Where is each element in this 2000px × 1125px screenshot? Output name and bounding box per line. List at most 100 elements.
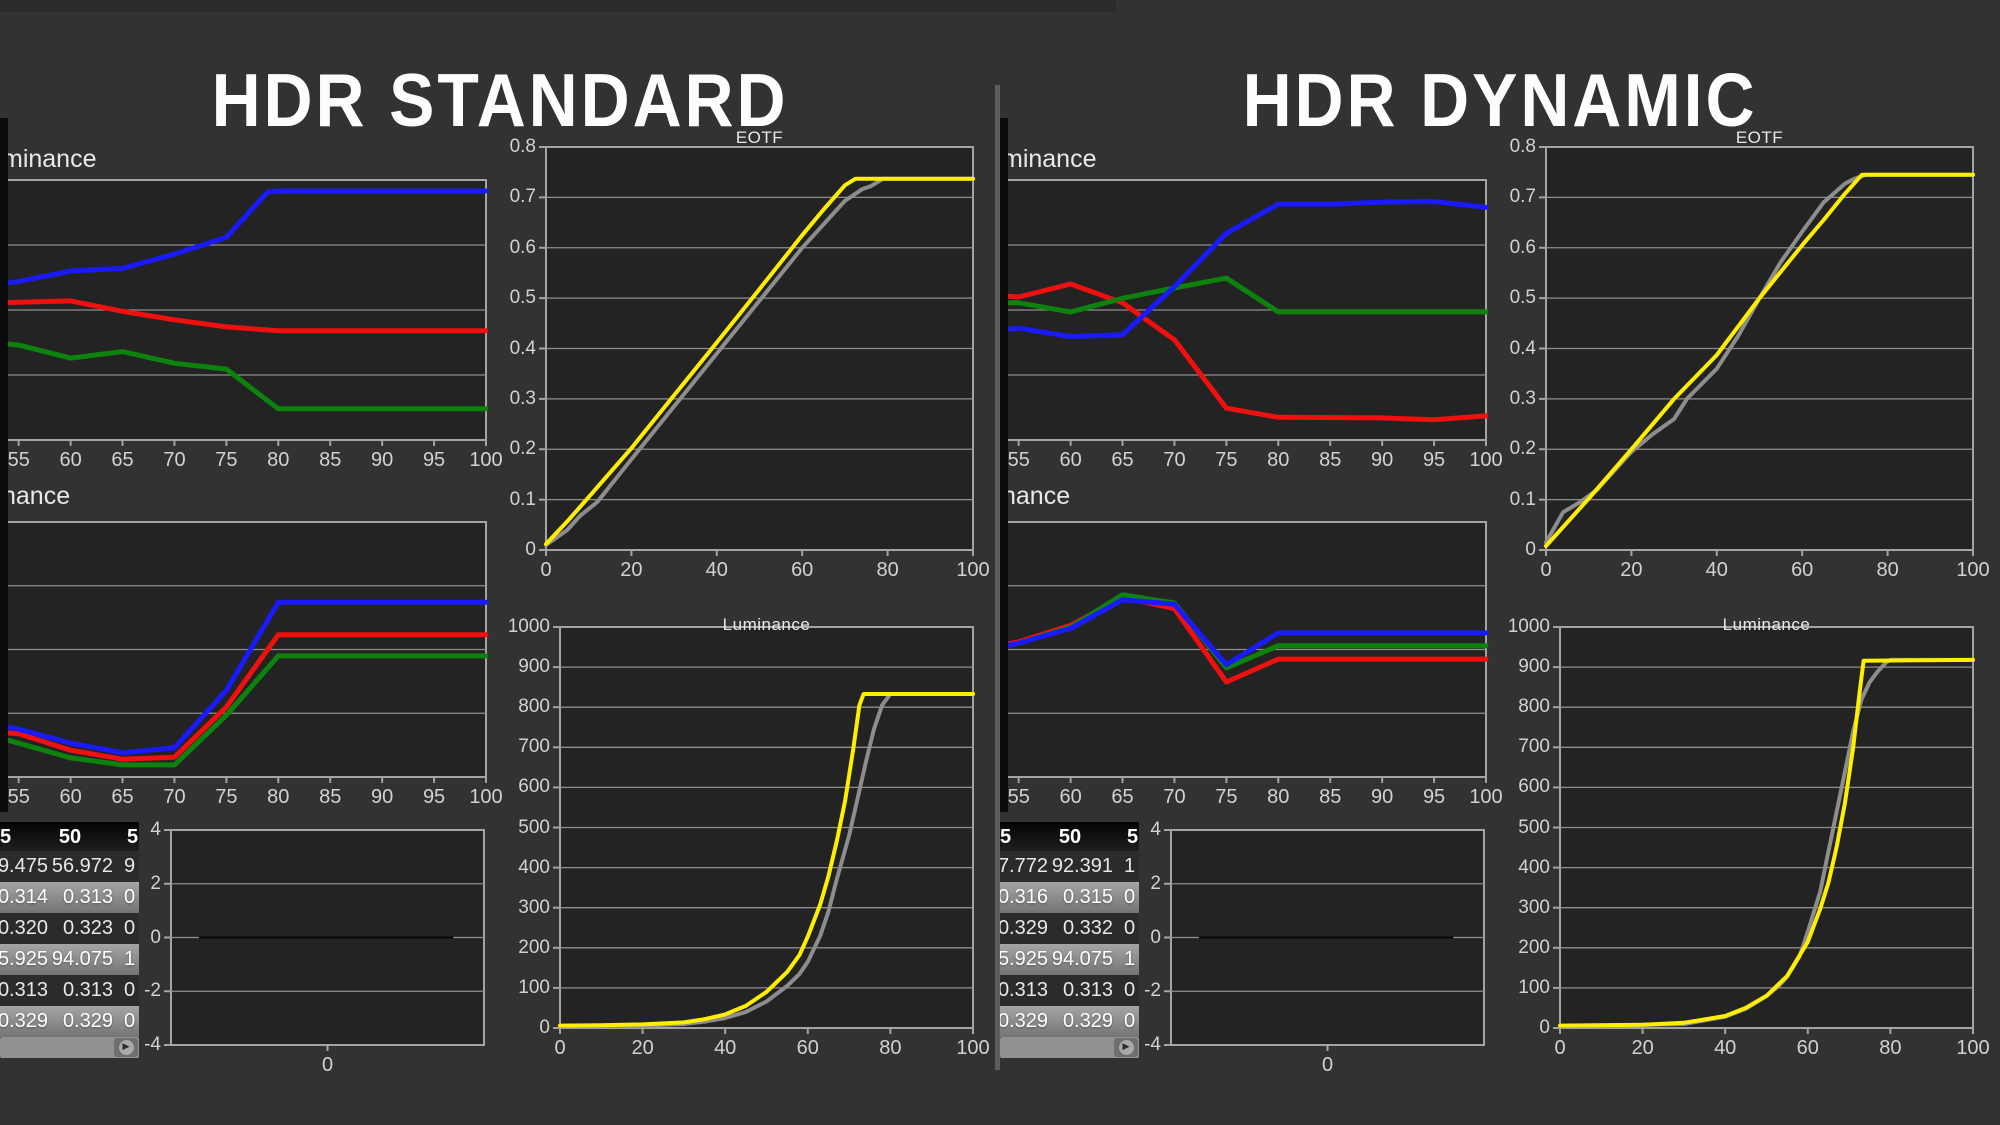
- x-tick-label: 60: [1059, 786, 1082, 808]
- x-tick-label: 75: [215, 786, 238, 808]
- table-cell: 9.475: [0, 855, 48, 877]
- crop-edge: [0, 118, 8, 812]
- table-cell: 1: [1124, 948, 1136, 970]
- x-tick-label: 90: [371, 449, 394, 471]
- y-tick-label: 0.7: [509, 186, 536, 208]
- series-target-yellow: [558, 692, 975, 1028]
- x-tick-label: 70: [163, 786, 186, 808]
- x-tick-label: 20: [631, 1037, 654, 1059]
- series-red: [0, 632, 489, 762]
- x-tick-label: 20: [1620, 559, 1643, 581]
- x-tick-label: 90: [371, 786, 394, 808]
- y-tick-label: 2: [150, 872, 161, 894]
- table-row: 5.925 94.075 1: [0, 944, 139, 975]
- top-edge-strip: [0, 0, 1116, 12]
- hdr-dynamic-panel: HDR DYNAMIC minance 55 60 65 70 75 80 85 90 95 100…: [1000, 0, 2000, 1125]
- series-measured-gray: [544, 176, 975, 547]
- plot-area: [0, 521, 489, 783]
- x-tick-label: 80: [1267, 786, 1290, 808]
- table-cell: 0: [124, 917, 136, 939]
- table-cell: 94.075: [51, 948, 113, 970]
- series-measured-gray: [558, 692, 975, 1029]
- table-cell: 0: [1124, 979, 1136, 1001]
- window-seam-divider: [995, 85, 1000, 1070]
- table-scrollbar[interactable]: ▶: [0, 1037, 139, 1058]
- series-green: [1000, 275, 1489, 315]
- x-tick-label: 80: [1879, 1037, 1902, 1059]
- x-tick-label: 40: [714, 1037, 737, 1059]
- y-tick-label: 0.4: [509, 337, 536, 359]
- x-tick-label: 55: [7, 449, 30, 471]
- y-tick-label: 800: [518, 696, 550, 718]
- table-row: 0.329 0.329 0: [1000, 1006, 1139, 1037]
- y-tick-label: 900: [518, 656, 550, 678]
- y-tick-label: 0: [1525, 539, 1536, 560]
- x-tick-label: 60: [59, 449, 82, 471]
- table-scrollbar[interactable]: ▶: [1000, 1037, 1139, 1058]
- x-tick-label: 100: [469, 449, 503, 471]
- chart-title: Luminance: [1722, 615, 1811, 634]
- x-tick-label: 0: [540, 559, 552, 581]
- chart-title: EOTF: [735, 128, 784, 147]
- y-tick-label: 0.6: [1509, 236, 1536, 258]
- x-tick-label: 55: [1007, 786, 1030, 808]
- scroll-right-button[interactable]: ▶: [1114, 1038, 1138, 1057]
- x-tick-label: 65: [1111, 449, 1134, 471]
- x-tick-label: 65: [111, 449, 134, 471]
- x-tick-label: 85: [1319, 786, 1342, 808]
- x-tick-label: 70: [1163, 786, 1186, 808]
- rgb-luminance-chart-bottom: nance 55 60 65 70 75 80 85 90 95 100: [1000, 482, 1503, 817]
- rgb-luminance-chart-bottom: nance 55 60 65 70 75 80 85 90 95 100: [0, 482, 503, 817]
- y-tick-label: 600: [518, 776, 550, 798]
- column-header: 5: [0, 826, 12, 848]
- plot-area: [1553, 626, 1975, 1034]
- table-cell: 0: [1124, 917, 1136, 939]
- column-header: 50: [1058, 826, 1082, 848]
- y-tick-label: 0.7: [1509, 186, 1536, 208]
- table-cell: 0: [124, 886, 136, 908]
- table-cell: 5.925: [0, 948, 48, 970]
- x-tick-label: 85: [1319, 449, 1342, 471]
- table-cell: 0.314: [0, 886, 48, 908]
- x-tick-label: 60: [791, 559, 814, 581]
- y-tick-label: 0: [1150, 926, 1161, 948]
- x-tick-label: 95: [422, 786, 446, 808]
- x-tick-label: 60: [796, 1037, 819, 1059]
- x-tick-label: 0: [321, 1054, 334, 1076]
- y-tick-label: 0.8: [1509, 136, 1536, 157]
- y-tick-label: 0: [539, 1017, 550, 1038]
- y-tick-label: 200: [518, 936, 550, 958]
- chart-title: minance: [2, 145, 97, 173]
- table-cell: 94.075: [1051, 948, 1113, 970]
- x-tick-label: 55: [7, 786, 30, 808]
- arrow-right-icon: ▶: [1118, 1040, 1134, 1055]
- x-tick-label: 0: [1321, 1054, 1334, 1076]
- plot-area: [1539, 146, 1975, 556]
- x-tick-label: 95: [1422, 786, 1446, 808]
- table-cell: 0.329: [0, 1010, 48, 1032]
- x-tick-label: 40: [1714, 1037, 1737, 1059]
- y-tick-label: 0.2: [509, 438, 536, 460]
- y-tick-label: 0: [525, 539, 536, 560]
- x-tick-label: 85: [319, 786, 342, 808]
- y-tick-label: 4: [150, 819, 161, 840]
- series-red: [0, 298, 489, 334]
- table-row: 0.313 0.313 0: [1000, 975, 1139, 1006]
- table-cell: 0.320: [0, 917, 48, 939]
- panel-title: HDR DYNAMIC: [1242, 57, 1758, 143]
- scroll-right-button[interactable]: ▶: [114, 1038, 138, 1057]
- x-tick-label: 40: [705, 559, 728, 581]
- x-tick-label: 100: [1956, 559, 1990, 581]
- series-target-yellow: [1544, 172, 1975, 548]
- table-cell: 0: [124, 1010, 136, 1032]
- table-row: 7.772 92.391 1: [1000, 851, 1139, 882]
- table-cell: 0.313: [1000, 979, 1048, 1001]
- y-tick-label: 0.4: [1509, 337, 1536, 359]
- table-cell: 92.391: [1051, 855, 1113, 877]
- y-tick-label: 500: [1518, 816, 1550, 838]
- x-tick-label: 0: [1540, 559, 1552, 581]
- y-tick-label: 700: [518, 736, 550, 758]
- luminance-chart: Luminance 0 20 40 60 80 100 1000 900 800 700 600 500…: [1490, 608, 1990, 1083]
- y-tick-label: 700: [1518, 736, 1550, 758]
